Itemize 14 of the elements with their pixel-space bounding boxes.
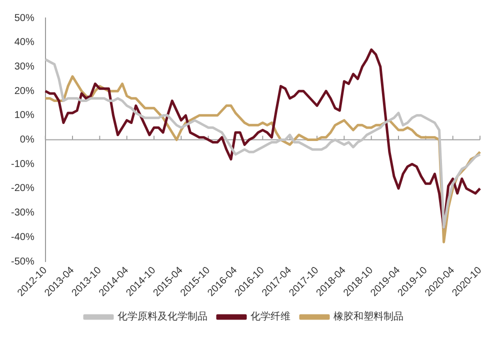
legend-label: 化学原料及化学制品 [118, 310, 208, 323]
y-tick-label: -10% [10, 158, 34, 170]
y-tick-label: 20% [14, 86, 34, 97]
y-tick-label: -20% [10, 183, 34, 194]
legend-label: 化学纤维 [250, 310, 290, 323]
y-tick-label: -30% [10, 208, 34, 219]
y-tick-label: 50% [14, 12, 34, 24]
y-tick-label: -40% [10, 232, 34, 243]
y-tick-label: 10% [14, 110, 34, 122]
y-tick-label: 30% [14, 61, 34, 72]
legend-label: 橡胶和塑料制品 [334, 310, 404, 323]
y-tick-label: 40% [14, 37, 34, 48]
y-tick-label: -50% [10, 256, 34, 268]
y-tick-label: 0% [20, 134, 34, 146]
